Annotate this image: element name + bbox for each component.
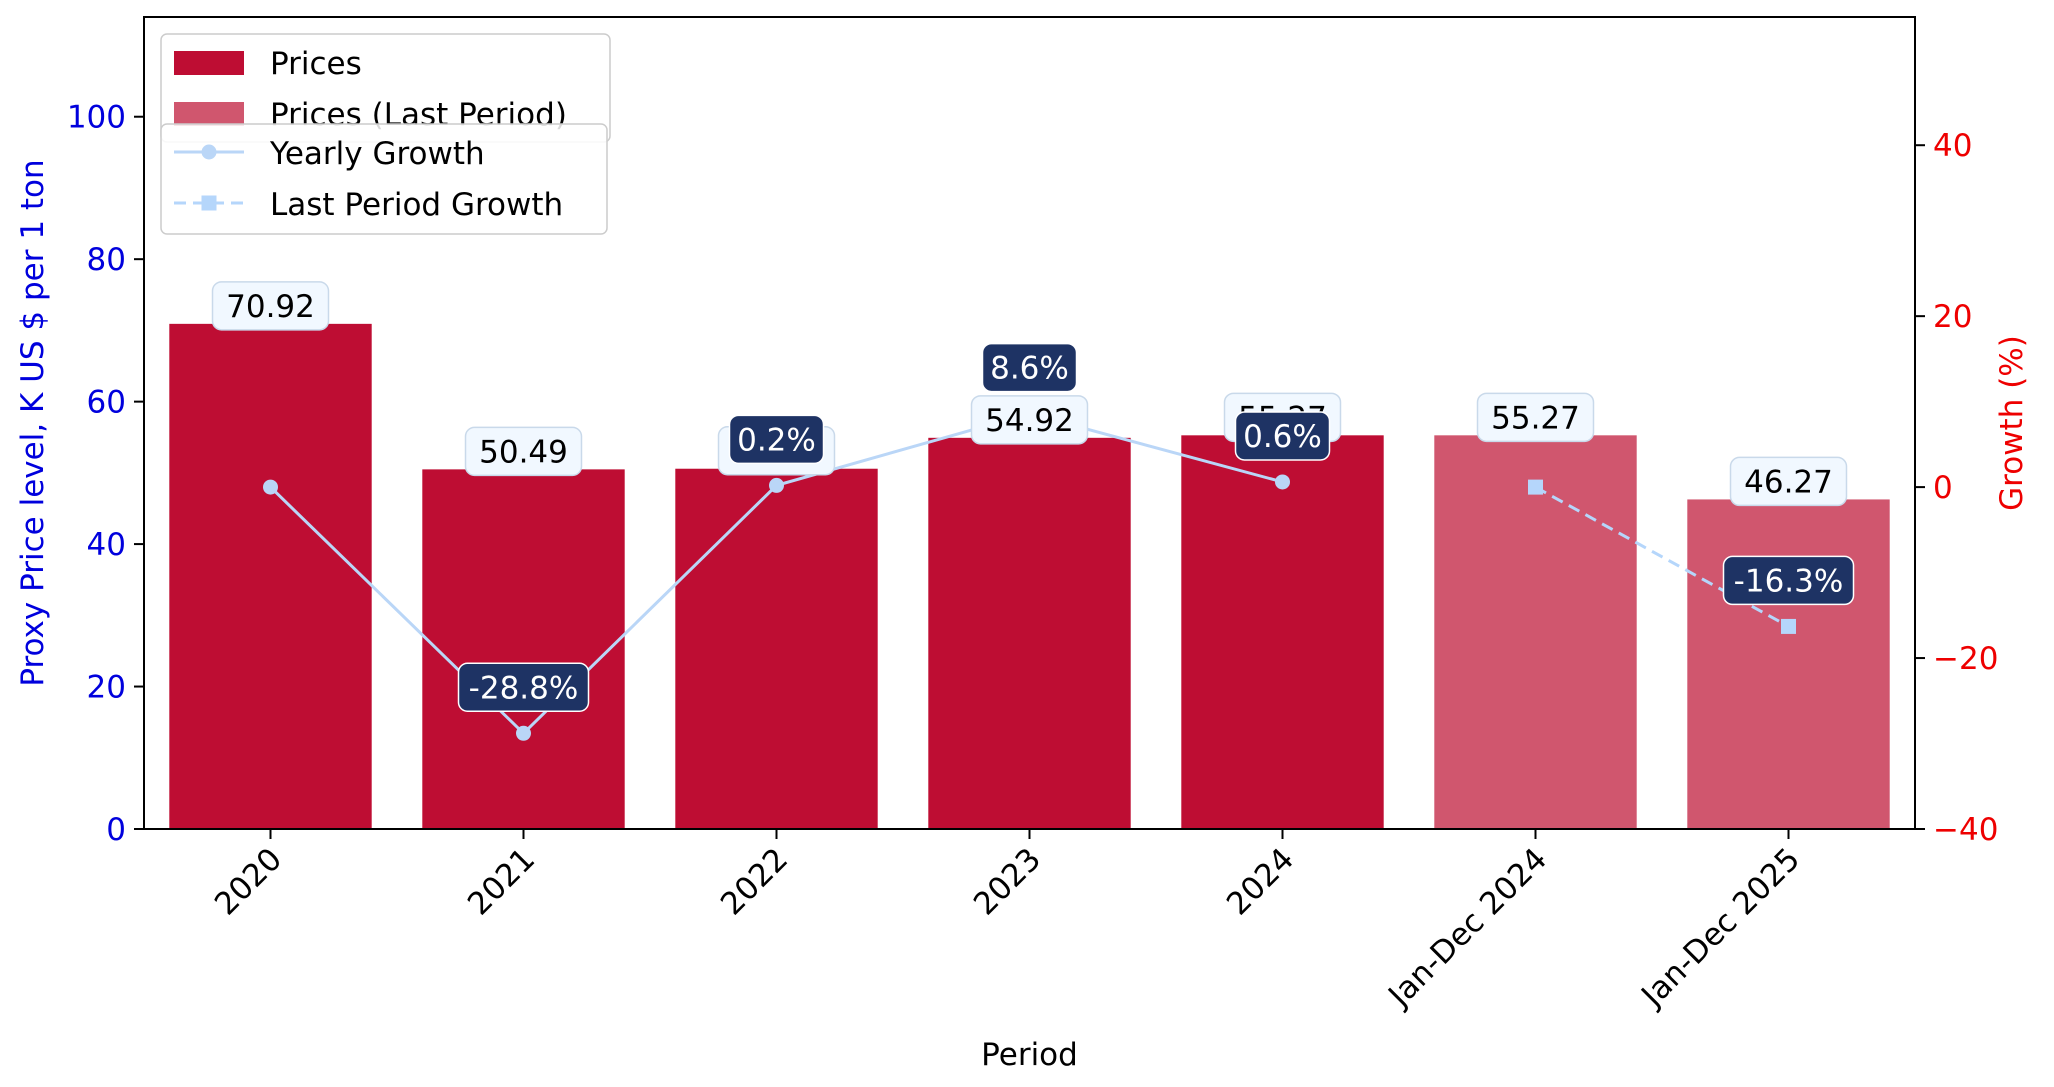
growth-label: 0.6% — [1243, 419, 1322, 455]
last-period-growth-line — [1534, 485, 1790, 628]
y-tick-label-left: 60 — [87, 385, 126, 421]
y-tick-label-right: 0 — [1933, 470, 1953, 506]
bars-layer — [169, 323, 1890, 829]
growth-label-box — [728, 414, 825, 465]
yearly-growth-point — [263, 479, 278, 495]
growth-label-box — [1722, 555, 1855, 606]
legend-marker — [201, 195, 217, 211]
bar-jan-dec-2025 — [1687, 499, 1890, 829]
y-tick-label-right: −20 — [1933, 641, 1998, 677]
legend-label: Prices — [270, 46, 362, 82]
legend-marker — [201, 144, 217, 160]
y-tick-label-left: 40 — [87, 527, 126, 563]
yearly-growth-point — [516, 725, 531, 741]
y-axis-label-right: Growth (%) — [1994, 335, 2030, 511]
value-label-box — [1476, 392, 1595, 443]
bar-2024 — [1181, 435, 1384, 829]
y-tick-label-left: 100 — [67, 100, 126, 136]
legend-label: Yearly Growth — [269, 136, 485, 172]
growth-label-box — [981, 342, 1078, 393]
growth-label: -16.3% — [1734, 563, 1844, 599]
value-label: 70.92 — [226, 289, 315, 325]
value-label-box — [970, 395, 1089, 445]
value-label: 50.49 — [479, 434, 568, 470]
y-tick-label-left: 0 — [106, 812, 126, 848]
last-period-growth-point — [1781, 618, 1796, 634]
value-label: 54.92 — [985, 403, 1074, 439]
y-tick-label-right: 40 — [1933, 128, 1972, 164]
bar-2022 — [675, 468, 878, 829]
bar-jan-dec-2024 — [1434, 435, 1637, 829]
bar-2020 — [169, 323, 372, 829]
y-tick-label-left: 80 — [87, 242, 126, 278]
yearly-growth-point — [1275, 474, 1290, 490]
value-label-box — [464, 426, 583, 477]
value-label: 46.27 — [1744, 464, 1833, 500]
bar-2021 — [422, 469, 625, 829]
growth-label: 8.6% — [990, 351, 1069, 387]
y-tick-label-right: −40 — [1933, 812, 1998, 848]
y-axis-label-left: Proxy Price level, K US $ per 1 ton — [15, 159, 51, 686]
bar-2023 — [928, 437, 1131, 829]
value-label-box — [211, 281, 330, 331]
growth-label: 0.2% — [737, 422, 816, 458]
legend-frame — [160, 123, 608, 235]
y-tick-label-right: 20 — [1933, 299, 1972, 335]
legend-lines: Yearly Growth Last Period Growth — [160, 123, 608, 235]
growth-label-box — [457, 662, 590, 713]
yearly-growth-point — [769, 477, 784, 493]
last-period-growth-point — [1528, 479, 1543, 495]
growth-label-box — [1234, 411, 1331, 461]
legend-swatch — [174, 102, 244, 126]
x-axis-label: Period — [981, 1037, 1078, 1073]
legend-swatch — [174, 51, 244, 75]
value-label: 55.27 — [1491, 400, 1580, 436]
y-tick-label-left: 20 — [87, 670, 126, 706]
growth-labels-layer: -28.8% 0.2% 8.6% 0.6% -16.3% — [457, 342, 1855, 713]
legend-label: Last Period Growth — [270, 187, 563, 223]
growth-label: -28.8% — [469, 670, 579, 706]
value-label-box — [1729, 456, 1848, 507]
